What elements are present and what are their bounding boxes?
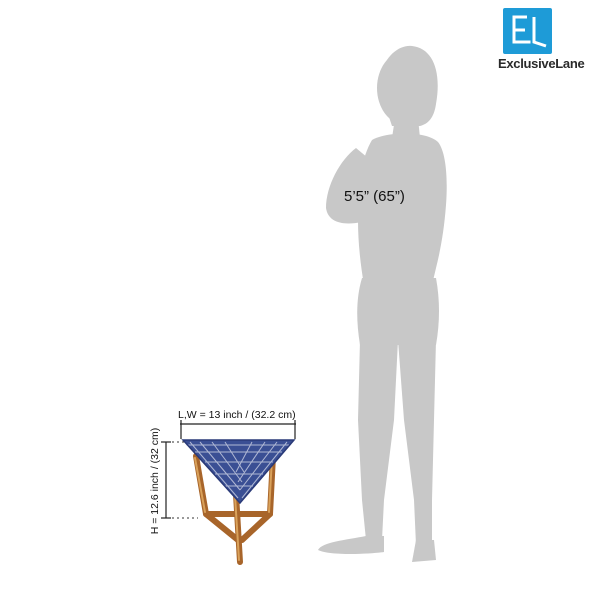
table-width-label: L,W = 13 inch / (32.2 cm): [178, 409, 296, 421]
person-height-label: 5’5” (65”): [344, 188, 405, 205]
brand-logo: ExclusiveLane: [498, 6, 594, 76]
el-monogram-icon: [503, 8, 552, 54]
brand-name: ExclusiveLane: [498, 56, 585, 71]
